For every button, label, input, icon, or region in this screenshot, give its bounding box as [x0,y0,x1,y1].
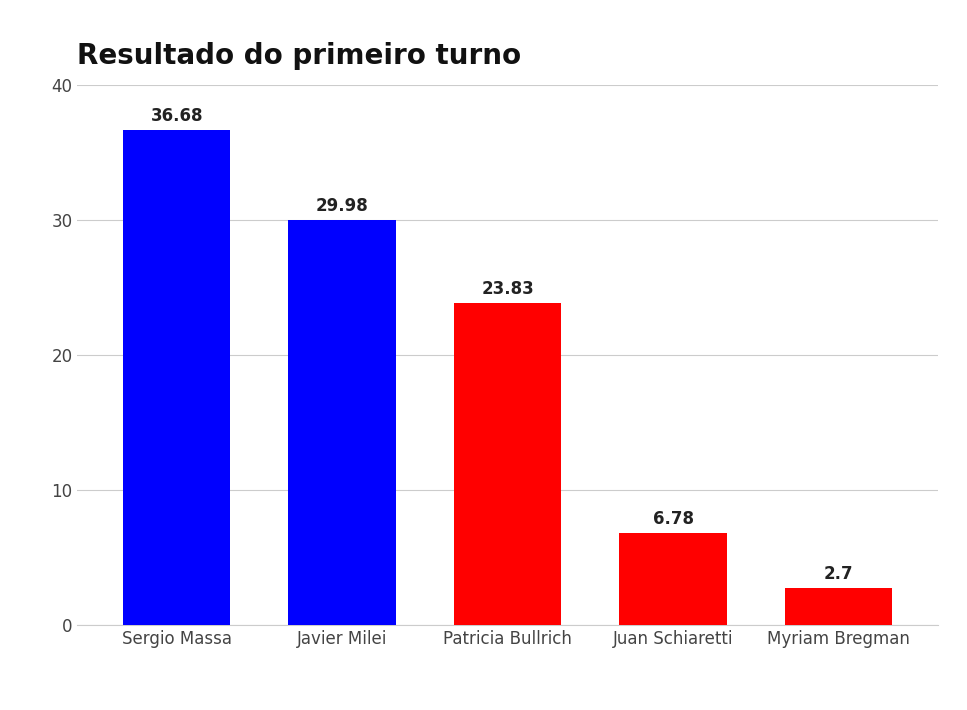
Text: Resultado do primeiro turno: Resultado do primeiro turno [77,43,521,70]
Bar [288,220,396,625]
Bar [123,130,230,625]
Bar [785,589,893,625]
Text: 36.68: 36.68 [151,106,203,124]
Text: 23.83: 23.83 [482,280,534,298]
Bar [620,533,727,625]
Text: 29.98: 29.98 [316,197,368,215]
Bar [454,303,562,625]
Text: 6.78: 6.78 [653,510,693,528]
Text: 2.7: 2.7 [824,565,854,583]
